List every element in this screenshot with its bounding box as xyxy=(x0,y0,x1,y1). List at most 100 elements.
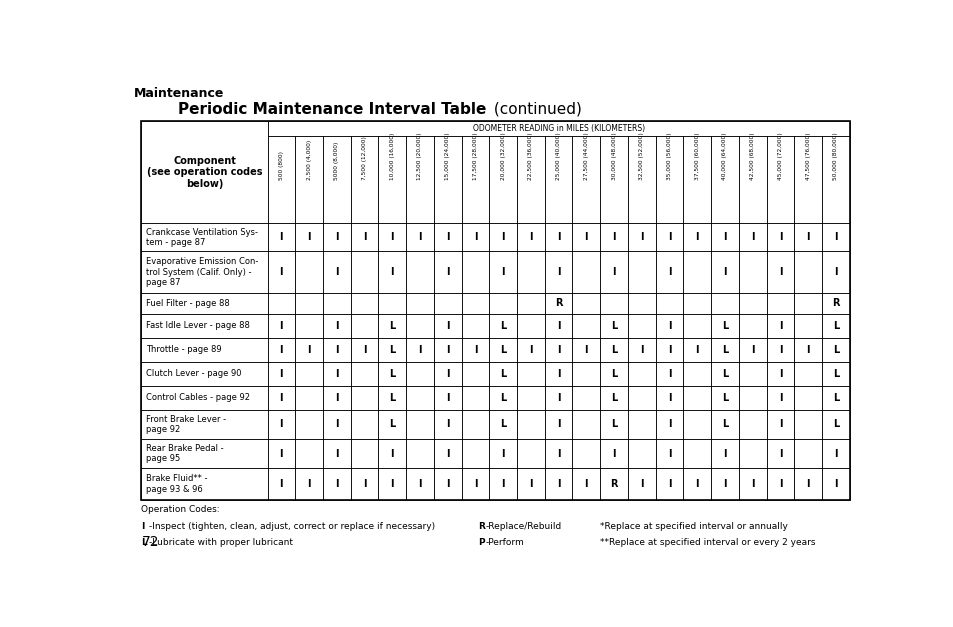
Text: Crankcase Ventilation Sys-
tem - page 87: Crankcase Ventilation Sys- tem - page 87 xyxy=(146,228,257,247)
Bar xyxy=(544,251,572,293)
Bar xyxy=(141,410,267,439)
Bar xyxy=(489,386,517,410)
Text: R: R xyxy=(831,298,839,308)
Bar xyxy=(627,337,655,362)
Bar xyxy=(378,468,406,500)
Text: L: L xyxy=(389,345,395,355)
Bar xyxy=(599,410,627,439)
Text: I: I xyxy=(833,449,837,458)
Bar xyxy=(406,468,434,500)
Text: I: I xyxy=(722,267,726,277)
Text: Throttle - page 89: Throttle - page 89 xyxy=(146,345,221,354)
Bar xyxy=(323,386,351,410)
Bar xyxy=(323,314,351,337)
Text: L: L xyxy=(389,369,395,379)
Text: L: L xyxy=(499,419,506,429)
Bar xyxy=(489,293,517,314)
Bar xyxy=(461,362,489,386)
Bar xyxy=(406,136,434,223)
Bar xyxy=(434,293,461,314)
Bar xyxy=(710,223,738,251)
Text: I: I xyxy=(335,419,338,429)
Bar xyxy=(406,439,434,468)
Bar xyxy=(544,337,572,362)
Text: L: L xyxy=(721,393,727,403)
Bar xyxy=(323,362,351,386)
Bar xyxy=(655,314,682,337)
Bar xyxy=(267,223,294,251)
Text: 500 (800): 500 (800) xyxy=(278,150,284,179)
Bar xyxy=(599,386,627,410)
Bar xyxy=(461,223,489,251)
Bar xyxy=(572,293,599,314)
Bar xyxy=(544,362,572,386)
Bar xyxy=(141,386,267,410)
Text: I: I xyxy=(778,393,781,403)
Text: (continued): (continued) xyxy=(488,102,581,117)
Bar xyxy=(655,468,682,500)
Bar xyxy=(378,293,406,314)
Bar xyxy=(406,223,434,251)
Bar xyxy=(378,251,406,293)
Bar xyxy=(141,439,267,468)
Bar xyxy=(141,121,849,500)
Bar xyxy=(544,223,572,251)
Text: 20,000 (32,000): 20,000 (32,000) xyxy=(500,132,505,179)
Bar xyxy=(517,293,544,314)
Text: I: I xyxy=(722,449,726,458)
Text: Brake Fluid** -
page 93 & 96: Brake Fluid** - page 93 & 96 xyxy=(146,475,207,494)
Bar xyxy=(682,251,710,293)
Bar xyxy=(794,314,821,337)
Text: I: I xyxy=(362,345,366,355)
Text: I: I xyxy=(279,233,283,242)
Bar xyxy=(627,251,655,293)
Bar xyxy=(351,337,378,362)
Text: I: I xyxy=(279,345,283,355)
Text: R: R xyxy=(610,479,618,489)
Bar xyxy=(821,410,849,439)
Bar xyxy=(655,362,682,386)
Text: I: I xyxy=(417,345,421,355)
Bar xyxy=(794,468,821,500)
Text: I: I xyxy=(279,479,283,489)
Text: Evaporative Emission Con-
trol System (Calif. Only) -
page 87: Evaporative Emission Con- trol System (C… xyxy=(146,258,258,287)
Text: L: L xyxy=(721,320,727,330)
Text: I: I xyxy=(445,393,449,403)
Text: -Replace/Rebuild: -Replace/Rebuild xyxy=(485,522,561,531)
Text: I: I xyxy=(501,479,504,489)
Bar xyxy=(572,251,599,293)
Bar xyxy=(517,410,544,439)
Bar xyxy=(351,386,378,410)
Text: L: L xyxy=(499,320,506,330)
Bar xyxy=(738,468,766,500)
Text: L: L xyxy=(721,345,727,355)
Text: I: I xyxy=(612,449,616,458)
Bar xyxy=(572,439,599,468)
Text: L: L xyxy=(389,320,395,330)
Bar xyxy=(141,293,267,314)
Text: I: I xyxy=(750,233,754,242)
Text: 37,500 (60,000): 37,500 (60,000) xyxy=(694,132,699,179)
Text: I: I xyxy=(445,345,449,355)
Bar xyxy=(710,362,738,386)
Bar xyxy=(710,337,738,362)
Bar xyxy=(517,468,544,500)
Text: I: I xyxy=(667,369,671,379)
Bar xyxy=(682,136,710,223)
Text: I: I xyxy=(667,393,671,403)
Text: 5000 (8,000): 5000 (8,000) xyxy=(334,141,339,179)
Bar xyxy=(434,223,461,251)
Bar xyxy=(294,293,323,314)
Bar xyxy=(489,251,517,293)
Text: I: I xyxy=(501,267,504,277)
Bar xyxy=(627,386,655,410)
Bar xyxy=(461,468,489,500)
Bar xyxy=(378,314,406,337)
Text: I: I xyxy=(778,479,781,489)
Bar xyxy=(378,223,406,251)
Text: I: I xyxy=(335,393,338,403)
Bar xyxy=(572,136,599,223)
Bar xyxy=(599,223,627,251)
Text: L: L xyxy=(610,369,617,379)
Bar xyxy=(682,293,710,314)
